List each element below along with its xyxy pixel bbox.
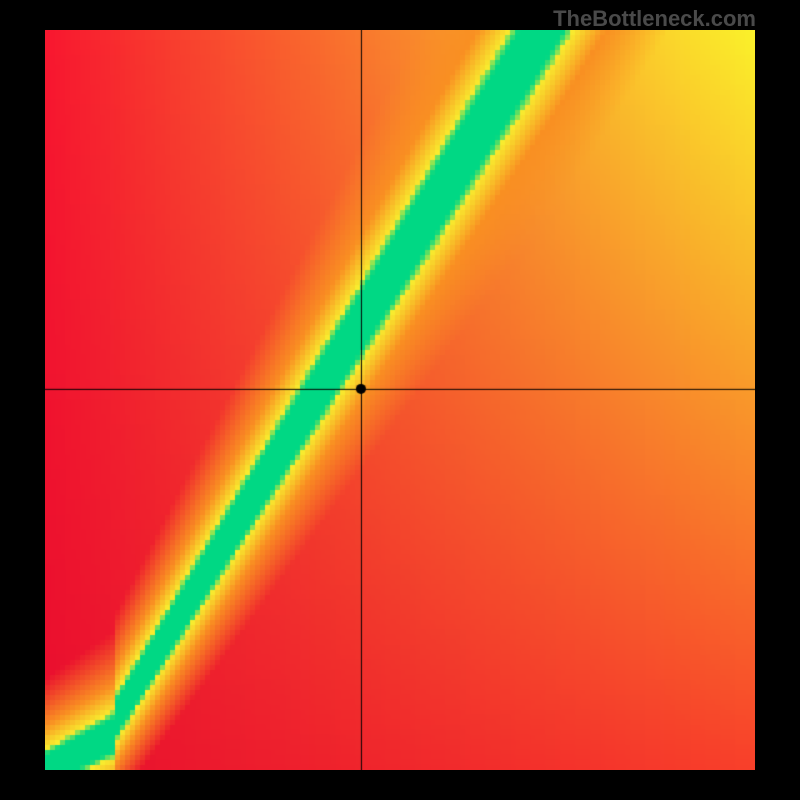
watermark-label: TheBottleneck.com — [553, 6, 756, 32]
bottleneck-heatmap — [45, 30, 755, 770]
chart-container: TheBottleneck.com — [0, 0, 800, 800]
